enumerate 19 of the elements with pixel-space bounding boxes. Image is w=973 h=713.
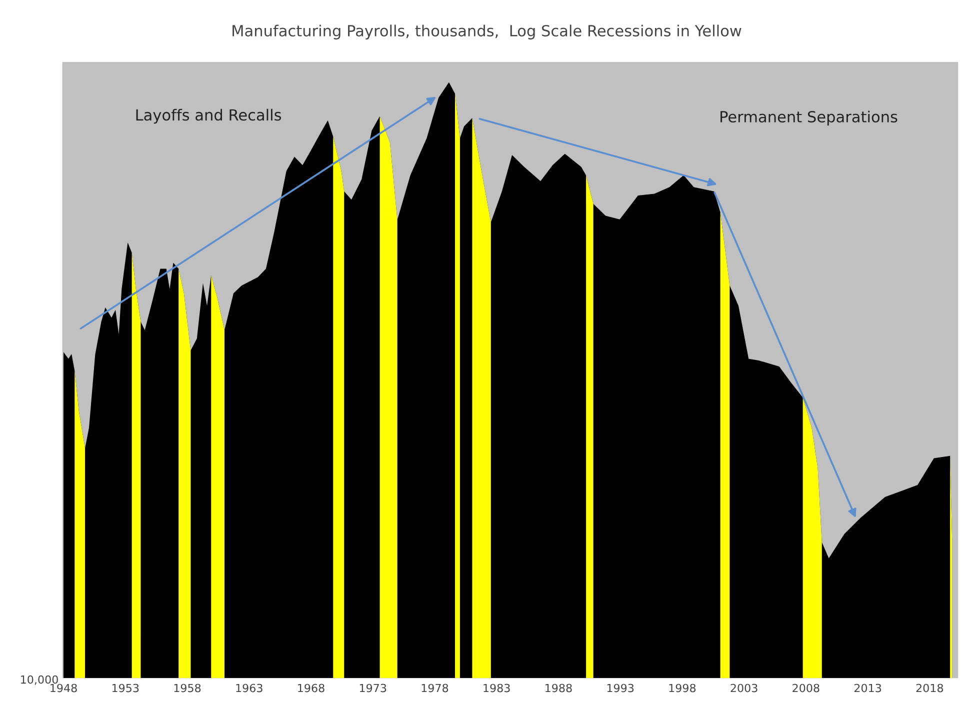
x-tick-label: 2003 — [730, 684, 758, 692]
annotation: Permanent Separations — [720, 110, 898, 126]
x-tick-label: 1958 — [174, 684, 201, 692]
x-tick-label: 1948 — [50, 684, 77, 692]
x-tick-label: 1988 — [546, 684, 572, 692]
x-tick-label: 1973 — [360, 684, 386, 692]
x-tick-label: 1978 — [422, 684, 448, 692]
x-tick-label: 2008 — [792, 684, 820, 692]
x-tick-label: 1998 — [669, 684, 696, 692]
chart-title: Manufacturing Payrolls, thousands, Log Scale Recessions in Yellow — [232, 24, 742, 40]
x-tick-label: 1968 — [298, 684, 324, 692]
x-tick-label: 1983 — [484, 684, 510, 692]
x-tick-label: 2018 — [916, 684, 944, 692]
text: 10,000 — [21, 675, 58, 685]
annotation: Layoffs and Recalls — [136, 108, 282, 124]
x-tick-label: 1963 — [236, 684, 262, 692]
x-tick-label: 1993 — [607, 684, 634, 692]
x-tick-label: 2013 — [854, 684, 882, 692]
x-tick-label: 1953 — [112, 684, 139, 692]
